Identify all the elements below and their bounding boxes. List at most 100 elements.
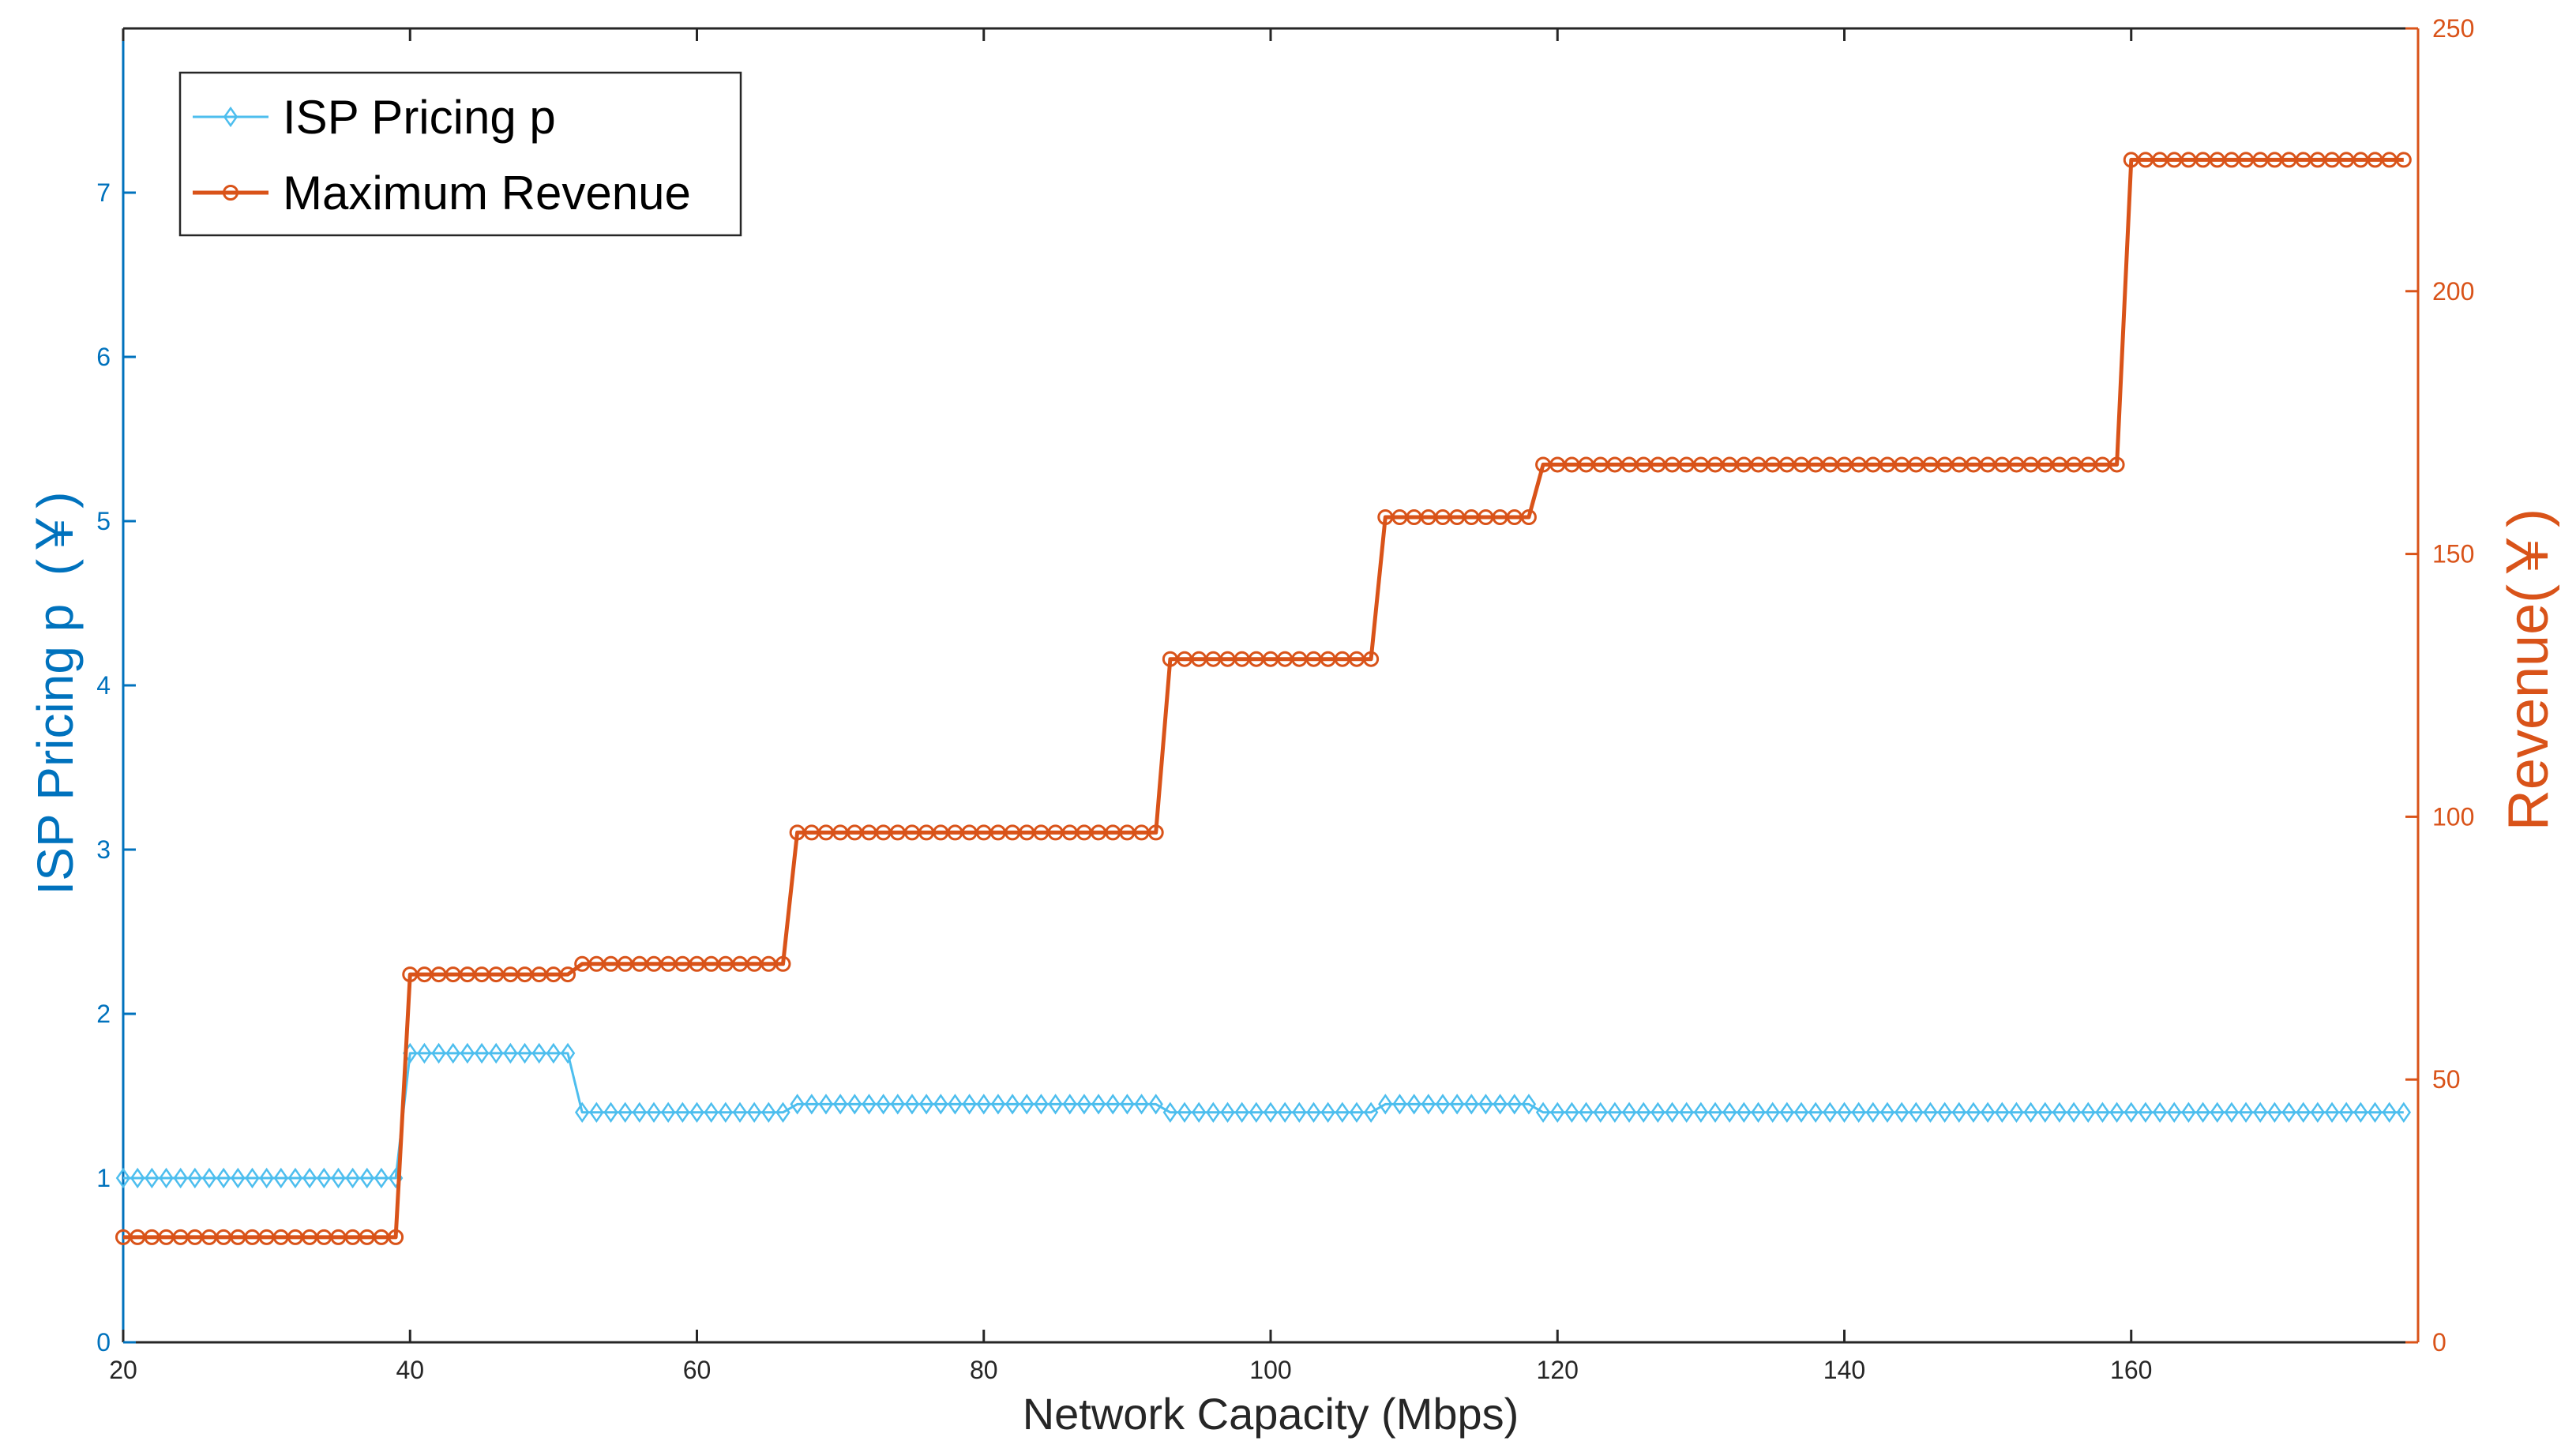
left-y-tick-label: 0: [96, 1328, 111, 1357]
right-y-tick-label: 250: [2432, 14, 2474, 43]
data-point: [804, 1094, 820, 1115]
data-point: [1808, 1101, 1823, 1123]
data-point: [1148, 1094, 1163, 1115]
data-point: [1191, 1101, 1207, 1123]
data-point: [1493, 1094, 1508, 1115]
data-point: [503, 1042, 518, 1064]
data-point: [775, 1101, 790, 1123]
data-point: [187, 1167, 203, 1189]
right-y-tick-label: 0: [2432, 1328, 2446, 1357]
data-point: [2066, 1101, 2082, 1123]
data-point: [1020, 1094, 1035, 1115]
series-layer: [115, 152, 2412, 1245]
data-point: [560, 966, 576, 983]
data-point: [2281, 1101, 2296, 1123]
data-point: [2095, 1101, 2110, 1123]
legend-items: ISP Pricing p Maximum Revenue: [193, 91, 691, 220]
data-point: [1722, 1101, 1737, 1123]
left-y-tick-label: 1: [96, 1164, 111, 1192]
x-tick-label: 160: [2110, 1356, 2152, 1384]
left-y-tick-label: 5: [96, 507, 111, 535]
data-point: [1765, 1101, 1780, 1123]
right-y-tick-label: 200: [2432, 277, 2474, 306]
data-point: [2195, 1101, 2210, 1123]
data-point: [1851, 1101, 1866, 1123]
data-point: [1320, 1101, 1335, 1123]
legend-swatch-marker: [223, 106, 238, 128]
data-point: [1593, 1101, 1608, 1123]
data-point: [417, 1042, 432, 1064]
data-point: [847, 1094, 862, 1115]
data-point: [1937, 1101, 1952, 1123]
data-point: [1435, 1094, 1451, 1115]
x-tick-label: 120: [1537, 1356, 1579, 1384]
data-point: [1034, 1094, 1049, 1115]
data-point: [145, 1167, 160, 1189]
data-point: [746, 1101, 762, 1123]
data-point: [1277, 1101, 1293, 1123]
data-point: [1507, 1094, 1522, 1115]
data-point: [2138, 1101, 2154, 1123]
data-point: [245, 1167, 260, 1189]
data-point: [574, 1101, 590, 1123]
legend: ISP Pricing p Maximum Revenue: [178, 71, 742, 237]
data-point: [689, 1101, 704, 1123]
data-point: [1392, 1094, 1407, 1115]
data-point: [976, 1094, 991, 1115]
data-point: [2382, 1101, 2397, 1123]
data-point: [2238, 1101, 2254, 1123]
data-point: [1091, 1094, 1106, 1115]
series-line: [123, 1052, 2404, 1180]
series-isp-pricing: [115, 1042, 2412, 1189]
data-point: [1793, 1101, 1809, 1123]
data-point: [1879, 1101, 1895, 1123]
legend-box: [178, 71, 742, 237]
left-y-tick-label: 4: [96, 671, 111, 700]
left-y-tick-label: 7: [96, 178, 111, 207]
data-point: [790, 1094, 805, 1115]
x-axis-label: Network Capacity (Mbps): [1023, 1389, 1519, 1439]
data-point: [1134, 1094, 1149, 1115]
series-line: [123, 157, 2404, 1240]
data-point: [1292, 1101, 1307, 1123]
data-point: [1162, 1101, 1178, 1123]
left-y-tick-label: 2: [96, 1000, 111, 1028]
data-point: [732, 1101, 748, 1123]
data-point: [1679, 1101, 1694, 1123]
data-point: [317, 1167, 332, 1189]
series-maximum-revenue: [115, 152, 2412, 1245]
data-point: [231, 1167, 246, 1189]
data-point: [560, 1042, 576, 1064]
data-point: [2109, 1101, 2124, 1123]
data-point: [1635, 1101, 1651, 1123]
data-point: [2296, 1101, 2311, 1123]
data-point: [832, 1094, 848, 1115]
right-y-tick-label: 150: [2432, 540, 2474, 569]
data-point: [1865, 1101, 1881, 1123]
right-y-tick-label: 100: [2432, 802, 2474, 831]
data-point: [1521, 1094, 1537, 1115]
data-point: [130, 1167, 145, 1189]
data-point: [2052, 1101, 2067, 1123]
data-point: [115, 1167, 131, 1189]
data-point: [287, 1167, 303, 1189]
data-point: [1737, 1101, 1752, 1123]
data-point: [546, 1042, 561, 1064]
data-point: [173, 1167, 188, 1189]
data-point: [531, 1042, 546, 1064]
data-point: [1147, 824, 1164, 841]
data-point: [388, 1229, 404, 1245]
data-point: [704, 1101, 719, 1123]
legend-item: Maximum Revenue: [193, 167, 691, 220]
data-point: [2368, 1101, 2383, 1123]
data-point: [345, 1167, 360, 1189]
data-point: [2338, 1101, 2354, 1123]
data-point: [331, 1167, 346, 1189]
data-point: [660, 1101, 676, 1123]
data-point: [1520, 509, 1537, 526]
data-point: [1105, 1094, 1121, 1115]
data-point: [2009, 1101, 2024, 1123]
data-point: [474, 1042, 490, 1064]
data-point: [675, 1101, 690, 1123]
x-tick-label: 40: [396, 1356, 424, 1384]
